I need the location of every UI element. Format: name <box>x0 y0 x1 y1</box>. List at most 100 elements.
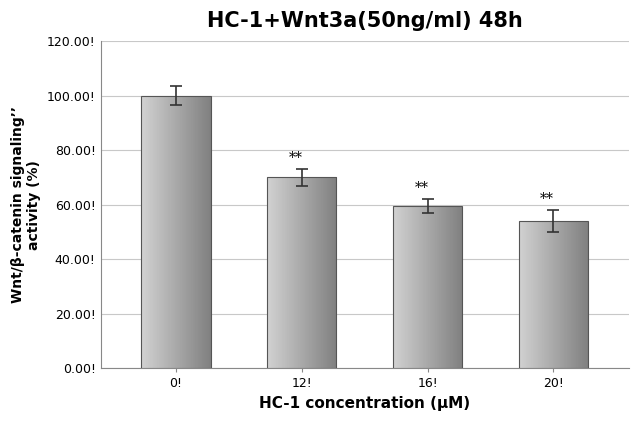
Bar <box>270 177 271 368</box>
Bar <box>411 206 412 368</box>
Bar <box>332 177 333 368</box>
Bar <box>152 95 153 368</box>
Bar <box>581 221 582 368</box>
Bar <box>182 95 183 368</box>
Bar <box>395 206 396 368</box>
Bar <box>404 206 405 368</box>
Bar <box>530 221 531 368</box>
Bar <box>403 206 404 368</box>
Bar <box>152 95 154 368</box>
Bar <box>461 206 462 368</box>
Bar <box>276 177 277 368</box>
Bar <box>168 95 169 368</box>
Bar <box>308 177 309 368</box>
Bar <box>414 206 415 368</box>
Bar <box>452 206 453 368</box>
Bar <box>541 221 543 368</box>
Bar <box>415 206 416 368</box>
Bar <box>282 177 284 368</box>
Bar <box>427 206 428 368</box>
Bar <box>559 221 560 368</box>
Bar <box>400 206 401 368</box>
Bar <box>561 221 562 368</box>
Bar <box>533 221 534 368</box>
Bar <box>308 177 310 368</box>
Bar <box>299 177 300 368</box>
Bar <box>459 206 460 368</box>
Bar <box>454 206 455 368</box>
Bar <box>175 95 176 368</box>
Bar <box>575 221 576 368</box>
Bar <box>536 221 537 368</box>
Bar <box>401 206 402 368</box>
Bar <box>558 221 559 368</box>
Bar <box>407 206 408 368</box>
Bar <box>582 221 583 368</box>
Bar <box>528 221 529 368</box>
Bar <box>288 177 289 368</box>
Bar <box>281 177 282 368</box>
Bar <box>421 206 422 368</box>
Bar <box>268 177 337 368</box>
Bar <box>190 95 191 368</box>
Bar <box>188 95 189 368</box>
Bar <box>460 206 461 368</box>
Bar <box>144 95 145 368</box>
Bar <box>523 221 524 368</box>
Bar <box>579 221 580 368</box>
Bar <box>568 221 570 368</box>
Bar <box>177 95 179 368</box>
Y-axis label: Wnt/β-catenin signaling’’
activity (%): Wnt/β-catenin signaling’’ activity (%) <box>11 106 42 303</box>
Bar <box>425 206 426 368</box>
Bar <box>268 177 269 368</box>
Bar <box>565 221 566 368</box>
Bar <box>196 95 197 368</box>
Bar <box>195 95 196 368</box>
Bar <box>426 206 427 368</box>
Bar <box>166 95 167 368</box>
Bar <box>293 177 294 368</box>
Bar <box>450 206 451 368</box>
Bar <box>273 177 275 368</box>
Bar <box>269 177 270 368</box>
Bar <box>324 177 325 368</box>
Bar <box>295 177 296 368</box>
Bar <box>207 95 208 368</box>
Bar <box>584 221 586 368</box>
Bar <box>317 177 318 368</box>
Bar <box>291 177 292 368</box>
Bar <box>525 221 526 368</box>
Bar <box>143 95 144 368</box>
Bar <box>445 206 447 368</box>
Bar <box>573 221 574 368</box>
Bar <box>151 95 152 368</box>
Bar <box>300 177 301 368</box>
Bar <box>185 95 186 368</box>
Bar <box>285 177 286 368</box>
Bar <box>438 206 439 368</box>
Bar <box>586 221 587 368</box>
Bar <box>195 95 196 368</box>
Bar <box>519 221 520 368</box>
Bar <box>412 206 413 368</box>
Bar <box>437 206 438 368</box>
Bar <box>457 206 458 368</box>
Bar <box>455 206 456 368</box>
Bar <box>525 221 527 368</box>
Bar <box>454 206 456 368</box>
Bar <box>306 177 307 368</box>
Bar <box>192 95 193 368</box>
Bar <box>200 95 201 368</box>
Bar <box>575 221 577 368</box>
Bar <box>290 177 291 368</box>
Bar <box>199 95 200 368</box>
Bar <box>410 206 411 368</box>
Bar <box>566 221 568 368</box>
Bar <box>205 95 206 368</box>
Bar <box>524 221 525 368</box>
Bar <box>323 177 324 368</box>
Bar <box>438 206 440 368</box>
Bar <box>300 177 301 368</box>
Bar <box>141 95 142 368</box>
Bar <box>453 206 454 368</box>
